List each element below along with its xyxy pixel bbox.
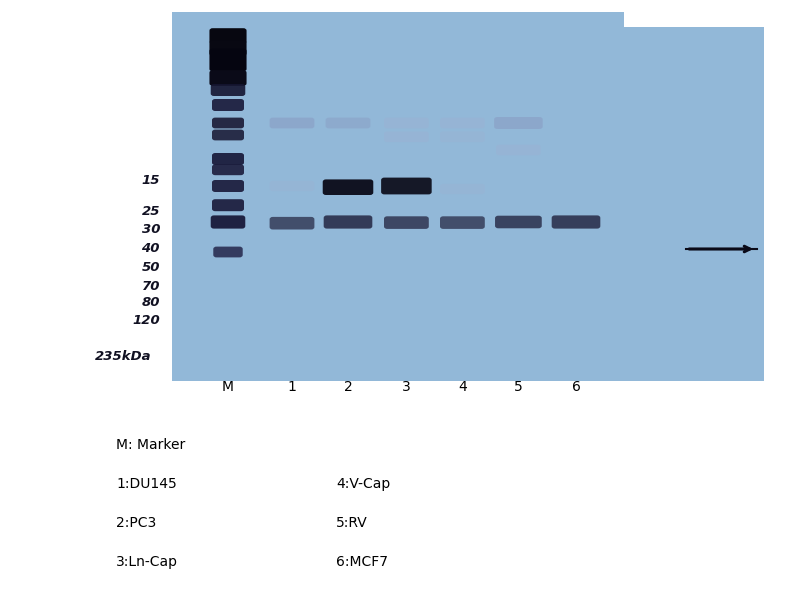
Text: 2: 2	[344, 380, 352, 394]
FancyBboxPatch shape	[270, 181, 314, 191]
Text: 4: 4	[458, 380, 466, 394]
FancyBboxPatch shape	[440, 131, 485, 142]
FancyBboxPatch shape	[384, 131, 429, 142]
FancyBboxPatch shape	[440, 118, 485, 128]
Text: 4:V-Cap: 4:V-Cap	[336, 477, 390, 491]
Text: 1:DU145: 1:DU145	[116, 477, 177, 491]
Text: 25: 25	[142, 205, 160, 218]
Text: 30: 30	[142, 223, 160, 236]
Text: 50: 50	[142, 260, 160, 274]
Text: M: Marker: M: Marker	[116, 438, 186, 452]
FancyBboxPatch shape	[212, 153, 244, 165]
FancyBboxPatch shape	[210, 215, 246, 229]
Text: 1: 1	[287, 380, 297, 394]
FancyBboxPatch shape	[384, 118, 429, 128]
FancyBboxPatch shape	[324, 215, 372, 229]
FancyBboxPatch shape	[212, 99, 244, 111]
FancyBboxPatch shape	[552, 215, 600, 229]
Text: 5: 5	[514, 380, 522, 394]
FancyBboxPatch shape	[210, 28, 246, 44]
FancyBboxPatch shape	[322, 179, 374, 195]
FancyBboxPatch shape	[496, 145, 541, 155]
Bar	[172, 12, 764, 381]
Text: 6:MCF7: 6:MCF7	[336, 555, 388, 569]
FancyBboxPatch shape	[384, 216, 429, 229]
FancyBboxPatch shape	[326, 118, 370, 128]
FancyBboxPatch shape	[210, 40, 246, 56]
FancyBboxPatch shape	[210, 70, 246, 86]
FancyBboxPatch shape	[212, 180, 244, 192]
Text: 2:PC3: 2:PC3	[116, 516, 156, 530]
Text: 70: 70	[142, 280, 160, 293]
Text: 40: 40	[142, 242, 160, 256]
FancyBboxPatch shape	[212, 118, 244, 128]
FancyBboxPatch shape	[440, 216, 485, 229]
FancyBboxPatch shape	[381, 178, 432, 194]
Text: 6: 6	[571, 380, 581, 394]
FancyBboxPatch shape	[212, 199, 244, 211]
FancyBboxPatch shape	[495, 215, 542, 228]
Text: 5:RV: 5:RV	[336, 516, 368, 530]
Text: 120: 120	[132, 314, 160, 328]
FancyBboxPatch shape	[210, 49, 246, 71]
Text: M: M	[222, 380, 234, 394]
Text: 3:Ln-Cap: 3:Ln-Cap	[116, 555, 178, 569]
FancyBboxPatch shape	[212, 130, 244, 140]
FancyBboxPatch shape	[214, 247, 242, 257]
FancyBboxPatch shape	[270, 217, 314, 229]
FancyBboxPatch shape	[270, 118, 314, 128]
Bar	[624, 0, 764, 27]
FancyBboxPatch shape	[440, 184, 485, 194]
FancyBboxPatch shape	[212, 164, 244, 175]
FancyBboxPatch shape	[210, 84, 246, 96]
FancyBboxPatch shape	[494, 117, 542, 129]
Text: 15: 15	[142, 173, 160, 187]
Text: 3: 3	[402, 380, 410, 394]
Text: 80: 80	[142, 296, 160, 310]
Text: 235kDa: 235kDa	[95, 350, 152, 364]
